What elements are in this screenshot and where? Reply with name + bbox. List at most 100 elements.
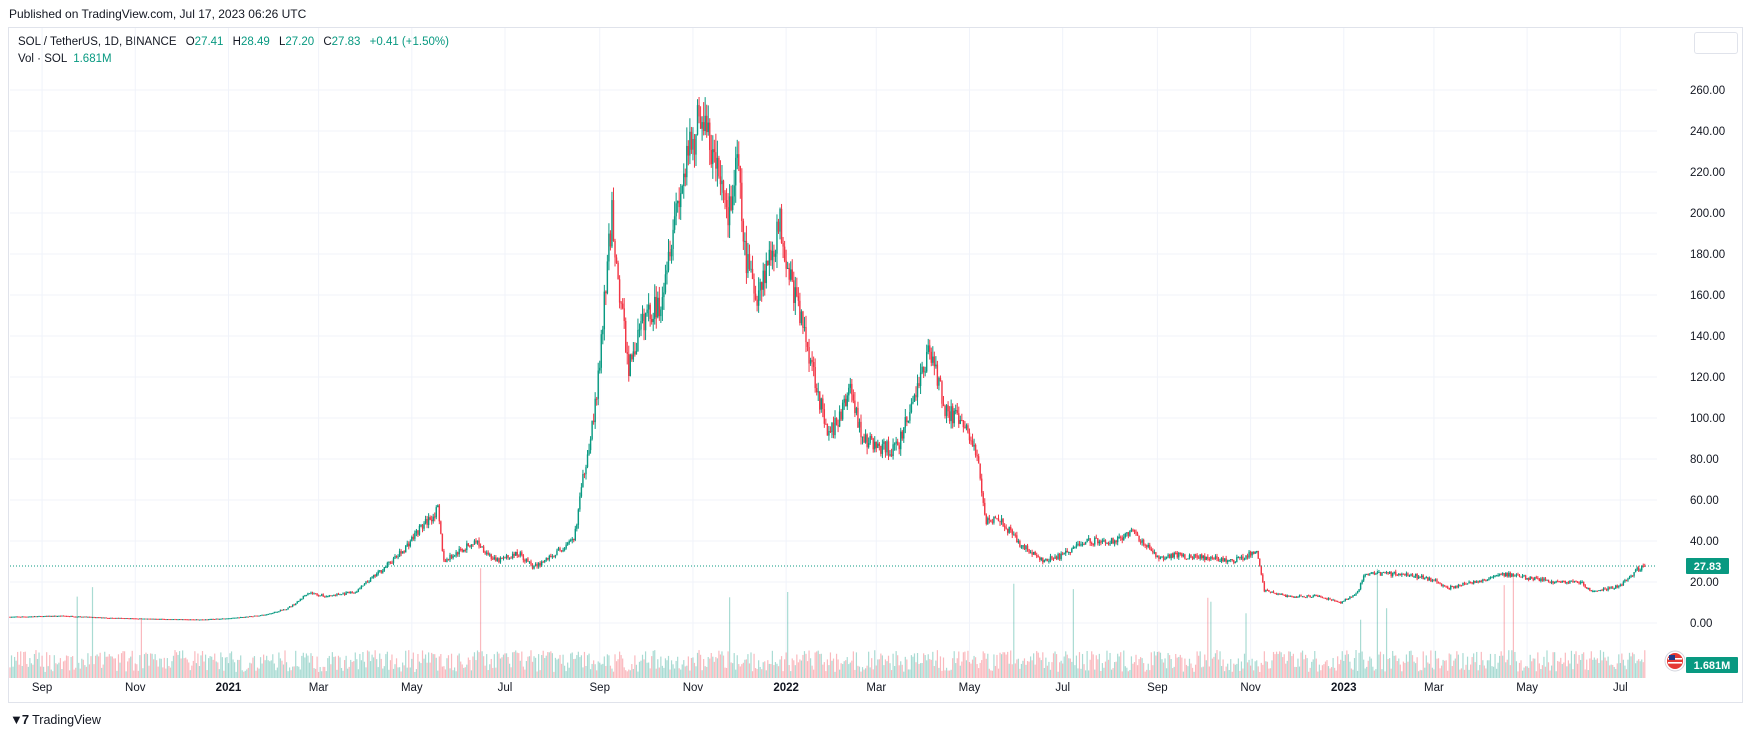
volume-bar (1098, 653, 1100, 678)
tradingview-logo[interactable]: ▼7 TradingView (10, 712, 101, 727)
volume-bar (428, 652, 430, 678)
chart-control-box[interactable] (1694, 32, 1738, 54)
candle-body (1101, 540, 1104, 543)
volume-bar (906, 659, 908, 678)
y-tick-label: 220.00 (1690, 167, 1725, 179)
candle-body (841, 402, 844, 420)
volume-bar (284, 650, 286, 678)
volume-bar (730, 662, 732, 678)
candle-body (941, 381, 943, 404)
volume-bar (1341, 651, 1343, 678)
volume-bar (1295, 666, 1298, 678)
volume-bar (235, 671, 237, 678)
candle-body (240, 617, 242, 619)
volume-bar (492, 667, 494, 678)
volume-bar (1373, 670, 1375, 678)
volume-bar (666, 660, 668, 678)
volume-bar (1286, 660, 1288, 678)
candle-body (565, 544, 567, 549)
volume-bar (1525, 666, 1527, 678)
candle-body (19, 616, 22, 618)
volume-bar (761, 669, 763, 678)
candle-body (663, 292, 665, 298)
chart-frame[interactable] (8, 27, 1743, 703)
candle-body (1498, 574, 1501, 576)
volume-bar (553, 671, 555, 678)
volume-bar (197, 653, 199, 678)
volume-bar (1580, 659, 1582, 678)
candle-body (1570, 580, 1573, 582)
candle-body (1488, 578, 1490, 581)
candle-body (631, 354, 633, 360)
candle-body (1431, 580, 1434, 582)
volume-label[interactable]: Vol · SOL (18, 53, 68, 65)
volume-bar (941, 670, 943, 678)
candle-body (379, 570, 381, 572)
volume-bar (481, 651, 483, 678)
volume-bar (990, 670, 992, 678)
candle-body (244, 616, 246, 618)
candle-body (1486, 580, 1489, 582)
volume-bar (864, 668, 867, 678)
candle-body (823, 409, 826, 424)
candle-body (301, 598, 303, 600)
volume-bar (191, 665, 193, 678)
volume-bar (693, 662, 696, 678)
candle-body (35, 616, 37, 618)
candle-body (550, 555, 552, 558)
volume-bar (689, 670, 691, 678)
volume-bar (823, 662, 825, 678)
candle-body (1384, 571, 1386, 573)
volume-bar (852, 651, 854, 678)
candle-body (1013, 534, 1015, 536)
candle-body (1231, 559, 1233, 561)
candle-body (1081, 544, 1084, 546)
candle-body (1573, 580, 1576, 583)
volume-bar (664, 658, 667, 678)
volume-bar (151, 653, 153, 678)
candle-body (41, 616, 43, 618)
candle-body (340, 594, 343, 596)
candle-body (1341, 601, 1343, 604)
candle-body (511, 553, 514, 559)
candle-body (1071, 548, 1073, 553)
candle-body (609, 233, 612, 247)
volume-bar (365, 667, 367, 678)
volume-bar (1451, 666, 1453, 678)
volume-bar (93, 664, 95, 678)
candle-body (618, 279, 621, 303)
candle-body (811, 359, 813, 363)
symbol-name[interactable]: SOL / TetherUS, 1D, BINANCE (18, 36, 177, 48)
volume-bar (43, 666, 45, 678)
volume-bar (791, 658, 793, 678)
volume-bar (1130, 656, 1133, 678)
candle-body (1474, 580, 1476, 583)
candle-body (238, 617, 240, 619)
volume-bar (608, 655, 610, 678)
volume-bar (813, 669, 815, 678)
volume-bar (1274, 654, 1276, 678)
candle-body (1610, 587, 1612, 589)
volume-bar (1318, 664, 1320, 678)
volume-bar (1631, 652, 1634, 678)
candle-body (1321, 597, 1324, 599)
volume-bar (1248, 659, 1250, 678)
volume-bar (1014, 663, 1016, 678)
volume-bar (993, 654, 995, 678)
volume-bar (754, 668, 757, 678)
candle-body (803, 326, 806, 328)
candle-body (1104, 540, 1107, 543)
candle-body (1569, 581, 1571, 584)
volume-bar (279, 658, 282, 678)
candle-body (916, 383, 919, 398)
candle-body (1453, 586, 1455, 588)
candle-body (751, 268, 754, 280)
candle-body (1289, 595, 1292, 597)
candle-body (1515, 574, 1518, 576)
volume-bar (620, 655, 622, 678)
volume-bar (391, 654, 393, 678)
candle-body (725, 200, 728, 208)
candle-body (1529, 576, 1531, 580)
candle-body (1634, 569, 1637, 573)
